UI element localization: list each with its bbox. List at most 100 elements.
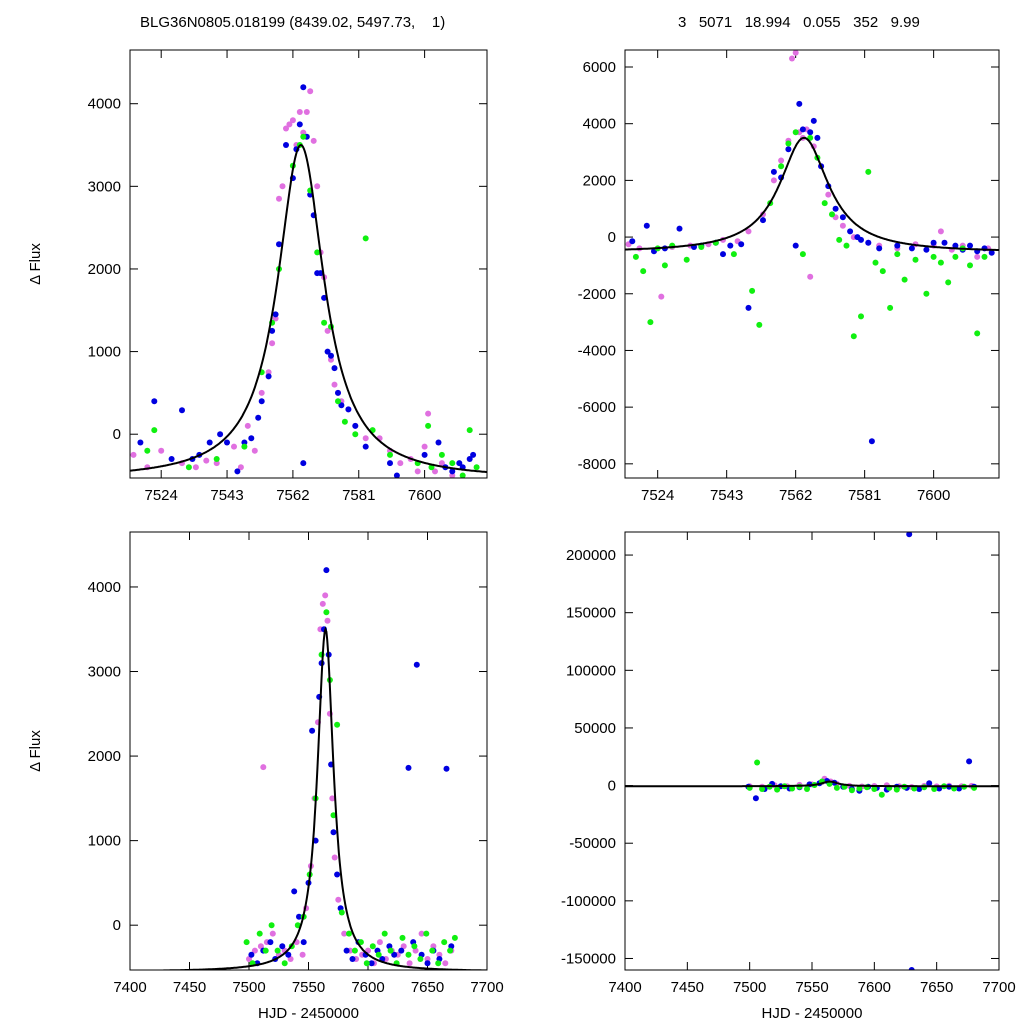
data-point (814, 134, 821, 141)
data-point (393, 472, 400, 478)
x-tick-label: 7400 (608, 979, 641, 996)
data-point (629, 238, 636, 245)
data-point (926, 780, 933, 787)
data-point (217, 431, 224, 438)
y-tick-label: -2000 (578, 286, 616, 303)
data-point (276, 195, 282, 202)
data-point (213, 456, 220, 462)
data-point (335, 398, 341, 405)
data-point (432, 468, 438, 475)
data-point (248, 435, 255, 442)
data-point (411, 943, 418, 950)
data-point (168, 456, 175, 462)
data-point (335, 896, 342, 903)
data-point (137, 439, 144, 446)
data-point (267, 939, 274, 946)
data-point (981, 253, 988, 260)
x-tick-label: 7600 (858, 979, 891, 996)
data-point (151, 398, 158, 405)
data-point (260, 764, 267, 771)
x-tick-label: 7543 (710, 487, 743, 504)
plot-frame (129, 49, 488, 479)
x-axis-label: HJD - 2450000 (762, 1005, 863, 1022)
data-point (966, 758, 973, 765)
data-point (865, 239, 872, 246)
data-point (789, 55, 795, 62)
data-point (368, 960, 375, 967)
data-point (321, 319, 328, 326)
model-curve (130, 626, 487, 970)
data-point (756, 321, 763, 328)
data-point (309, 727, 316, 734)
data-point (307, 88, 314, 95)
y-tick-label: 200000 (566, 547, 616, 564)
series-1 (130, 88, 456, 478)
y-tick-label: 1000 (88, 833, 121, 850)
data-point (937, 228, 944, 235)
series-2 (745, 532, 978, 970)
data-point (300, 133, 307, 140)
data-point (804, 786, 810, 792)
data-point (397, 460, 404, 467)
data-point (847, 228, 854, 235)
data-point (908, 967, 915, 970)
data-point (343, 947, 350, 954)
data-point (363, 960, 370, 967)
data-point (799, 251, 806, 258)
data-point (213, 460, 220, 467)
y-tick-label: 2000 (88, 261, 121, 278)
data-point (785, 140, 792, 147)
data-point (417, 956, 424, 962)
data-point (224, 439, 230, 446)
data-point (698, 244, 705, 250)
data-point (130, 451, 137, 458)
data-point (269, 930, 276, 937)
data-point (269, 340, 276, 347)
data-point (319, 600, 326, 607)
data-point (296, 913, 302, 920)
data-point (329, 795, 336, 802)
data-point (387, 460, 393, 467)
data-point (334, 721, 341, 728)
data-point (930, 253, 937, 260)
data-point (974, 330, 981, 337)
data-point (974, 253, 981, 260)
x-tick-label: 7600 (917, 487, 950, 504)
data-point (466, 456, 473, 462)
data-point (262, 947, 269, 954)
data-point (268, 922, 275, 929)
data-point (887, 304, 894, 311)
data-point (283, 125, 289, 132)
x-tick-label: 7562 (779, 487, 812, 504)
x-axis-label: HJD - 2450000 (258, 1005, 359, 1022)
data-point (237, 464, 244, 471)
data-point (908, 245, 915, 252)
data-point (255, 414, 262, 421)
data-point (945, 279, 952, 286)
data-point (330, 829, 337, 836)
data-point (251, 947, 258, 954)
x-tick-label: 7700 (470, 979, 503, 996)
series-1 (625, 50, 992, 300)
data-point (858, 313, 864, 320)
x-tick-label: 7600 (351, 979, 384, 996)
data-point (858, 236, 864, 243)
series-2 (629, 100, 995, 445)
data-point (438, 460, 445, 467)
y-tick-label: 6000 (583, 59, 616, 76)
data-point (778, 163, 785, 170)
data-point (720, 251, 726, 258)
data-point (300, 84, 307, 91)
data-point (322, 592, 329, 599)
data-point (352, 422, 359, 429)
data-point (871, 786, 878, 792)
data-point (203, 457, 210, 464)
y-tick-label: 4000 (88, 579, 121, 596)
x-tick-label: 7550 (795, 979, 828, 996)
y-tick-label: 0 (608, 778, 616, 795)
x-tick-label: 7450 (173, 979, 206, 996)
data-point (727, 242, 734, 249)
data-point (876, 245, 883, 252)
data-point (792, 129, 799, 136)
data-point (799, 126, 806, 133)
